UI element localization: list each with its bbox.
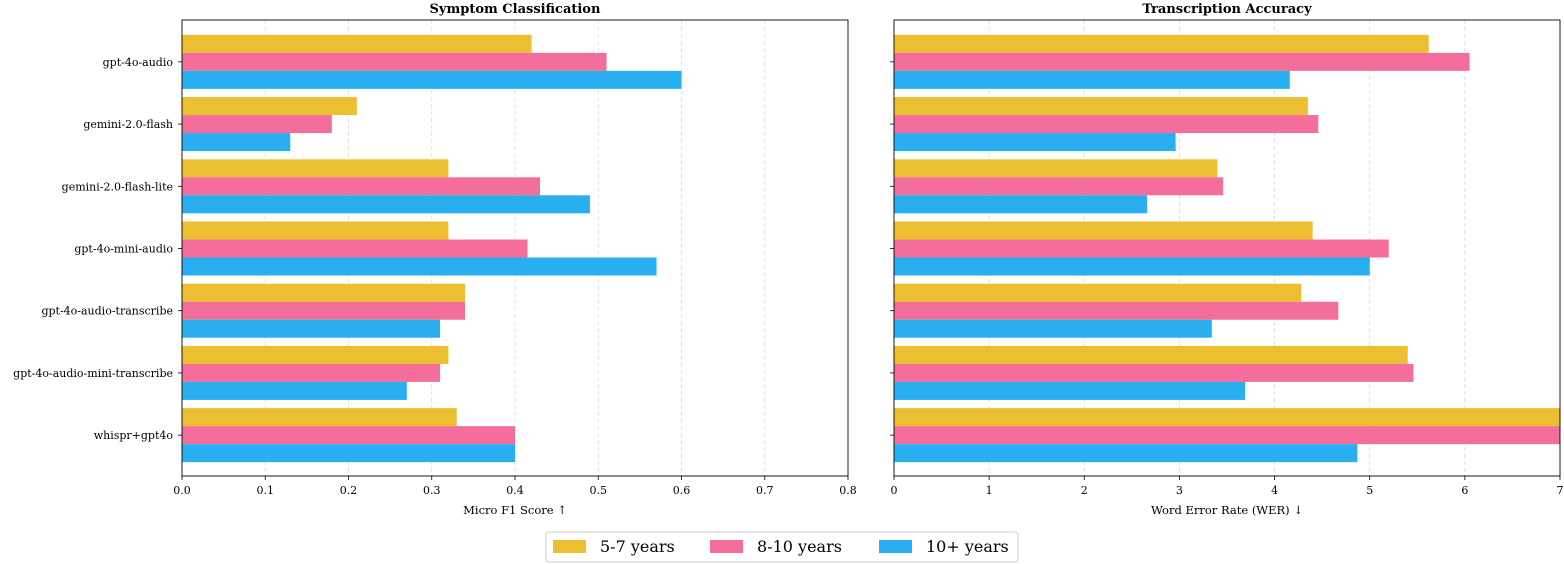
y-tick-label: gpt-4o-mini-audio	[74, 243, 173, 256]
bar	[894, 70, 1290, 89]
y-tick-label: whispr+gpt4o	[94, 429, 174, 442]
bar	[182, 115, 332, 134]
bar	[182, 159, 449, 178]
bar	[894, 444, 1358, 463]
x-tick-label: 7	[1557, 484, 1564, 497]
x-tick-label: 2	[1081, 484, 1088, 497]
y-tick-label: gpt-4o-audio-mini-transcribe	[13, 367, 173, 380]
x-tick-label: 1	[986, 484, 993, 497]
bar	[894, 239, 1389, 258]
bar	[894, 345, 1408, 364]
plot-frame	[893, 19, 1561, 477]
bar	[894, 221, 1313, 240]
bar	[182, 239, 528, 258]
x-tick-label: 5	[1366, 484, 1373, 497]
bar	[894, 115, 1319, 134]
legend-label: 8-10 years	[757, 537, 842, 556]
bar	[182, 177, 540, 196]
bar	[182, 133, 291, 152]
x-tick-label: 0.2	[340, 484, 358, 497]
bar	[182, 345, 449, 364]
x-tick-label: 0.3	[423, 484, 441, 497]
bar	[894, 381, 1246, 400]
bar	[182, 221, 449, 240]
x-tick-label: 0.6	[673, 484, 691, 497]
bar	[894, 283, 1302, 302]
bar	[894, 408, 1560, 427]
y-tick-label: gpt-4o-audio	[103, 56, 174, 69]
plot-frame	[181, 19, 849, 477]
legend-label: 10+ years	[926, 537, 1009, 556]
bar	[894, 34, 1429, 53]
bar	[182, 52, 607, 71]
y-tick-label: gpt-4o-audio-transcribe	[41, 305, 173, 318]
legend: 5-7 years 8-10 years 10+ years	[545, 531, 1019, 563]
bar	[894, 319, 1212, 338]
bar	[182, 283, 466, 302]
chart-panel-1: 0.0 0.1 0.2 0.3 0.4 0.5 0.6 0.7 0.8 gpt-4o-audio g…	[13, 2, 857, 517]
x-tick-label: 0.0	[173, 484, 191, 497]
legend-label: 5-7 years	[600, 537, 675, 556]
bar	[894, 52, 1470, 71]
legend-swatch	[553, 540, 586, 553]
chart-title: Transcription Accuracy	[1142, 2, 1312, 17]
x-tick-label: 6	[1461, 484, 1468, 497]
bar	[894, 177, 1224, 196]
bar	[182, 426, 515, 445]
bar	[894, 301, 1339, 320]
bar	[182, 257, 657, 276]
x-axis-label: Word Error Rate (WER) ↓	[1151, 503, 1303, 517]
y-tick-label: gemini-2.0-flash-lite	[62, 180, 173, 193]
bar	[182, 319, 441, 338]
x-tick-label: 0.5	[590, 484, 608, 497]
x-tick-label: 0	[891, 484, 898, 497]
bar	[182, 444, 515, 463]
x-tick-label: 4	[1271, 484, 1278, 497]
bar	[182, 34, 532, 53]
x-axis-label: Micro F1 Score ↑	[463, 503, 567, 517]
bar	[894, 426, 1560, 445]
x-tick-label: 0.1	[257, 484, 275, 497]
bar	[894, 133, 1176, 152]
x-tick-label: 0.8	[839, 484, 857, 497]
bar	[894, 257, 1370, 276]
legend-swatch	[710, 540, 743, 553]
legend-frame	[545, 531, 1019, 563]
bar	[182, 301, 466, 320]
bar	[182, 408, 457, 427]
x-tick-label: 3	[1176, 484, 1183, 497]
chart-panel-2: 0 1 2 3 4 5 6 7 Transcription Accuracy Word Error…	[890, 2, 1564, 517]
bar	[182, 97, 357, 116]
bar	[182, 70, 682, 89]
bar	[894, 97, 1308, 116]
bar	[182, 195, 590, 214]
bar	[182, 363, 441, 382]
x-tick-label: 0.4	[506, 484, 524, 497]
legend-swatch	[879, 540, 912, 553]
x-tick-label: 0.7	[756, 484, 774, 497]
bar	[894, 363, 1414, 382]
y-tick-label: gemini-2.0-flash	[83, 118, 173, 131]
bar	[182, 381, 407, 400]
bar	[894, 195, 1148, 214]
chart-title: Symptom Classification	[430, 2, 601, 17]
bar	[894, 159, 1218, 178]
